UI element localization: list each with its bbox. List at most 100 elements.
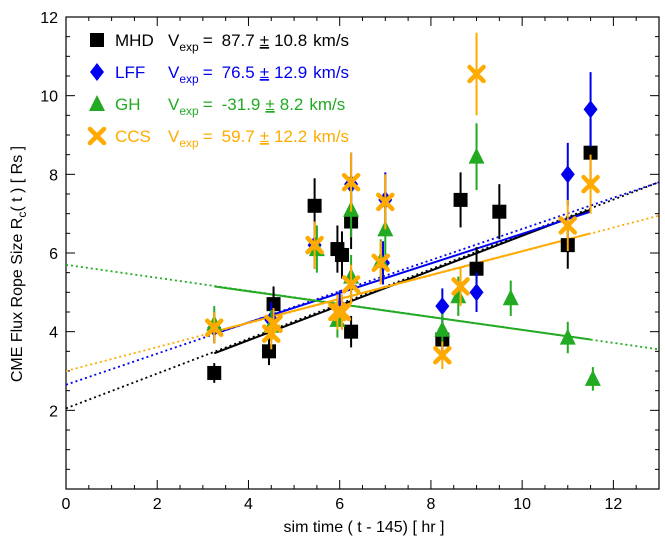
ccs-point xyxy=(467,64,486,84)
x-tick-label: 10 xyxy=(513,496,531,513)
ccs-point xyxy=(558,216,578,235)
legend-marker-ccs-stroke xyxy=(87,126,107,146)
legend-v-label-gh: V xyxy=(168,95,180,114)
mhd-point xyxy=(266,297,281,312)
mhd-point xyxy=(492,204,507,219)
legend-v-sub-mhd: exp xyxy=(179,40,199,54)
mhd-point xyxy=(261,344,276,359)
ccs-point-stroke xyxy=(205,318,224,337)
mhd-point xyxy=(334,247,349,262)
x-tick-label: 2 xyxy=(153,496,162,513)
y-tick-label: 6 xyxy=(49,246,58,263)
legend-v-sub-gh: exp xyxy=(179,104,199,118)
legend-velocity-lff: Vexp = 76.5 ±12.9 km/s xyxy=(168,63,349,86)
legend-name-lff: LFF xyxy=(115,63,145,82)
legend-marker-gh xyxy=(89,95,105,111)
lff-point xyxy=(435,297,450,316)
legend-unit-mhd: km/s xyxy=(313,31,349,50)
legend-err-gh: 8.2 xyxy=(280,95,304,114)
legend-eq-mhd: = xyxy=(203,31,213,50)
legend-err-ccs: 12.2 xyxy=(274,127,307,146)
gh-point xyxy=(434,320,451,337)
legend-item-gh: GH Vexp = -31.9 ±8.2 km/s xyxy=(89,95,345,118)
legend-pm-ccs: ± xyxy=(260,127,269,146)
ccs-point-stroke xyxy=(305,235,324,255)
lff-fit-line xyxy=(213,210,591,335)
legend-v-label-mhd: V xyxy=(168,31,180,50)
ccs-point-stroke xyxy=(581,174,600,194)
y-tick-label: 10 xyxy=(40,89,58,106)
legend-v-sub-ccs: exp xyxy=(179,136,199,150)
legend-eq-lff: = xyxy=(203,63,213,82)
mhd-point xyxy=(307,198,322,213)
mhd-series xyxy=(207,119,598,383)
legend-velocity-gh: Vexp = -31.9 ±8.2 km/s xyxy=(168,95,345,118)
legend-unit-gh: km/s xyxy=(309,95,345,114)
y-axis-label-subscript: c xyxy=(15,212,29,218)
legend-value-lff: 76.5 xyxy=(222,63,255,82)
mhd-point xyxy=(469,261,484,276)
ccs-point xyxy=(376,192,395,212)
y-tick-label: 2 xyxy=(49,403,58,420)
legend-marker-mhd xyxy=(90,33,104,47)
legend-value-mhd: 87.7 xyxy=(222,31,255,50)
legend-pm-lff: ± xyxy=(260,63,269,82)
ccs-point xyxy=(341,275,361,294)
mhd-point xyxy=(344,324,359,339)
lff-point xyxy=(583,100,598,119)
x-tick-label: 4 xyxy=(244,496,253,513)
legend-err-mhd: 10.8 xyxy=(274,31,307,50)
legend-eq-gh: = xyxy=(203,95,213,114)
legend-eq-ccs: = xyxy=(203,127,213,146)
legend-pm-gh: ± xyxy=(265,95,274,114)
ccs-fit-line xyxy=(213,232,591,333)
ccs-point xyxy=(332,302,352,322)
gh-point xyxy=(468,147,485,164)
mhd-point xyxy=(453,192,468,207)
legend-value-ccs: 59.7 xyxy=(222,127,255,146)
ccs-point xyxy=(305,235,324,255)
ccs-point-stroke xyxy=(332,302,352,322)
x-axis-label: sim time ( t - 145) [ hr ] xyxy=(284,519,445,536)
lff-point xyxy=(469,283,484,302)
legend-unit-lff: km/s xyxy=(313,63,349,82)
x-tick-label: 6 xyxy=(335,496,344,513)
ccs-point-stroke xyxy=(467,64,486,84)
y-axis-label: CME Flux Rope Size Rc( t ) [ Rs ] xyxy=(9,146,29,382)
ccs-point xyxy=(341,172,361,192)
ccs-point xyxy=(433,346,452,365)
legend-velocity-ccs: Vexp = 59.7 ±12.2 km/s xyxy=(168,127,349,150)
x-tick-label: 12 xyxy=(604,496,622,513)
legend-v-label-lff: V xyxy=(168,63,180,82)
gh-point xyxy=(584,369,601,386)
legend-item-mhd: MHD Vexp = 87.7 ±10.8 km/s xyxy=(90,31,349,54)
ccs-point xyxy=(581,174,600,194)
lff-fit-extension xyxy=(66,181,659,386)
ccs-point-stroke xyxy=(558,216,578,235)
mhd-point xyxy=(583,145,598,160)
legend-name-mhd: MHD xyxy=(115,31,154,50)
lff-point xyxy=(560,165,575,184)
ccs-point-stroke xyxy=(451,277,470,296)
ccs-series xyxy=(205,32,600,370)
legend-item-ccs: CCS Vexp = 59.7 ±12.2 km/s xyxy=(87,126,349,150)
data-points xyxy=(205,32,601,391)
legend-name-ccs: CCS xyxy=(115,127,151,146)
x-tick-label: 8 xyxy=(426,496,435,513)
y-tick-label: 4 xyxy=(49,325,58,342)
legend-item-lff: LFF Vexp = 76.5 ±12.9 km/s xyxy=(90,63,349,86)
ccs-point-stroke xyxy=(376,192,395,212)
ccs-point-stroke xyxy=(264,314,283,334)
legend-name-gh: GH xyxy=(115,95,141,114)
fit-lines xyxy=(66,181,659,410)
ccs-point-stroke xyxy=(433,346,452,365)
y-tick-label: 12 xyxy=(40,10,58,27)
legend-err-lff: 12.9 xyxy=(274,63,307,82)
legend-value-gh: -31.9 xyxy=(222,95,261,114)
ccs-point-stroke xyxy=(371,253,390,273)
legend-v-sub-lff: exp xyxy=(179,72,199,86)
ccs-point xyxy=(205,318,224,337)
y-tick-label: 8 xyxy=(49,167,58,184)
